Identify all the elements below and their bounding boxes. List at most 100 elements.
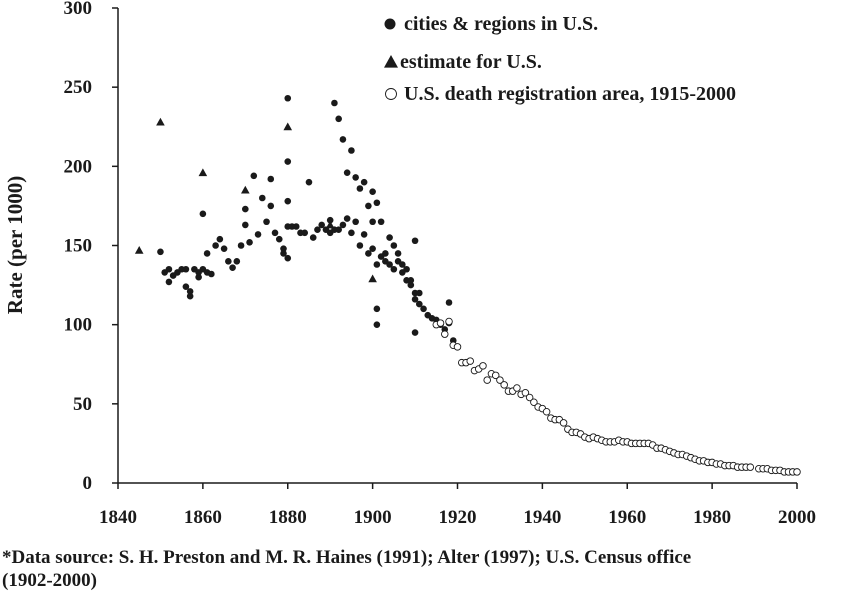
data-point bbox=[369, 245, 376, 252]
data-point bbox=[220, 245, 228, 252]
data-point bbox=[479, 362, 487, 370]
series-3 bbox=[432, 317, 801, 476]
data-point bbox=[377, 218, 385, 226]
footnote-line-2: (1902-2000) bbox=[2, 570, 97, 591]
data-point bbox=[369, 188, 376, 195]
data-point bbox=[271, 229, 279, 237]
data-point bbox=[390, 265, 398, 273]
data-point bbox=[411, 296, 419, 303]
x-tick-label: 1900 bbox=[354, 507, 392, 528]
data-point bbox=[394, 250, 402, 257]
data-point bbox=[165, 278, 173, 286]
data-point bbox=[233, 258, 241, 265]
data-point bbox=[267, 202, 275, 210]
data-point bbox=[335, 226, 342, 233]
x-tick-label: 1980 bbox=[693, 507, 731, 528]
data-point bbox=[237, 242, 245, 249]
data-point bbox=[500, 381, 508, 389]
axes bbox=[117, 8, 797, 484]
data-point bbox=[542, 408, 551, 416]
data-point bbox=[356, 185, 364, 192]
series-1 bbox=[157, 94, 457, 344]
data-point bbox=[182, 283, 190, 290]
data-point bbox=[284, 94, 292, 102]
data-point bbox=[521, 389, 530, 397]
legend-label: estimate for U.S. bbox=[400, 51, 542, 73]
data-point bbox=[360, 231, 368, 238]
data-point bbox=[382, 250, 389, 257]
y-tick-label: 50 bbox=[73, 394, 92, 415]
data-point bbox=[559, 419, 568, 427]
legend: cities & regions in U.S. estimate for U.S… bbox=[384, 13, 736, 105]
y-tick-label: 200 bbox=[64, 156, 93, 177]
data-point bbox=[411, 237, 419, 245]
data-point bbox=[157, 248, 164, 256]
data-point bbox=[373, 305, 381, 313]
data-points bbox=[134, 94, 801, 476]
data-point bbox=[368, 274, 377, 283]
x-tick-label: 1840 bbox=[99, 507, 137, 528]
data-point bbox=[453, 343, 462, 351]
data-point bbox=[746, 463, 755, 471]
data-point bbox=[483, 376, 491, 384]
data-point bbox=[241, 185, 250, 194]
data-point bbox=[284, 254, 292, 262]
data-point bbox=[420, 305, 427, 313]
data-point bbox=[339, 136, 347, 143]
data-point bbox=[339, 221, 347, 229]
data-point bbox=[386, 234, 393, 241]
data-point bbox=[365, 202, 372, 210]
data-point bbox=[301, 229, 309, 237]
data-point bbox=[445, 317, 453, 326]
y-tick-label: 250 bbox=[64, 77, 93, 98]
data-point bbox=[416, 289, 423, 297]
data-point bbox=[325, 220, 335, 229]
data-point bbox=[530, 398, 538, 407]
legend-marker bbox=[384, 18, 396, 30]
data-point bbox=[208, 270, 215, 278]
data-point bbox=[416, 300, 423, 308]
data-point bbox=[267, 175, 275, 183]
data-point bbox=[369, 218, 376, 226]
data-point bbox=[360, 178, 368, 186]
legend-label: cities & regions in U.S. bbox=[404, 13, 598, 35]
data-point bbox=[275, 235, 283, 243]
data-point bbox=[318, 221, 326, 229]
ticks: 0 50 100 150 200 250 300 1840 1860 1880 1900 1920 19… bbox=[64, 0, 817, 528]
data-point bbox=[343, 169, 351, 176]
data-point bbox=[212, 242, 219, 249]
data-point bbox=[280, 250, 287, 257]
data-point bbox=[373, 321, 381, 328]
data-point bbox=[335, 115, 342, 123]
data-point bbox=[203, 250, 211, 257]
data-point bbox=[373, 199, 381, 207]
footnote-line-1: *Data source: S. H. Preston and M. R. Ha… bbox=[2, 547, 692, 568]
data-point bbox=[284, 158, 292, 165]
data-point bbox=[263, 218, 270, 226]
y-tick-label: 0 bbox=[83, 473, 93, 494]
data-point bbox=[793, 468, 801, 476]
data-point bbox=[250, 172, 258, 180]
data-point bbox=[254, 231, 262, 238]
data-point bbox=[242, 205, 249, 213]
data-point bbox=[283, 122, 293, 131]
data-point bbox=[411, 329, 419, 336]
data-point bbox=[186, 288, 194, 295]
data-point bbox=[356, 242, 364, 249]
x-tick-label: 2000 bbox=[778, 507, 816, 528]
y-tick-label: 150 bbox=[64, 236, 93, 257]
data-point bbox=[156, 117, 165, 126]
data-point bbox=[314, 226, 321, 233]
data-point bbox=[309, 234, 317, 241]
data-point bbox=[513, 384, 521, 392]
data-point bbox=[195, 273, 202, 281]
data-point bbox=[225, 258, 232, 265]
legend-marker bbox=[384, 55, 398, 68]
data-point bbox=[407, 281, 415, 289]
data-point bbox=[199, 210, 207, 218]
data-point bbox=[436, 319, 445, 327]
data-point bbox=[165, 265, 173, 273]
data-point bbox=[352, 218, 359, 226]
data-point bbox=[525, 393, 534, 402]
data-point bbox=[348, 147, 355, 154]
